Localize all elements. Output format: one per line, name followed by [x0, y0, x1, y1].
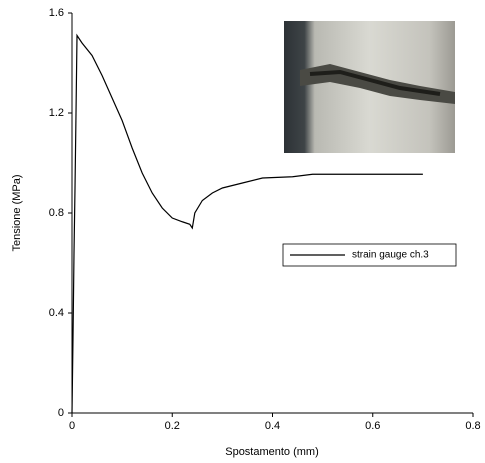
legend-label: strain gauge ch.3 — [352, 250, 429, 261]
data-line — [71, 33, 423, 414]
y-tick-label: 0 — [58, 407, 64, 419]
x-tick-label: 0.8 — [465, 420, 480, 432]
y-tick-label: 1.2 — [49, 107, 64, 119]
y-tick-label: 0.4 — [49, 307, 64, 319]
y-tick-label: 0.8 — [49, 207, 64, 219]
y-tick-label: 1.6 — [49, 7, 64, 19]
y-axis-label: Tensione (MPa) — [11, 174, 23, 251]
x-tick-label: 0.6 — [365, 420, 380, 432]
x-tick-label: 0.4 — [265, 420, 280, 432]
legend-box — [282, 243, 457, 267]
x-tick-label: 0.2 — [165, 420, 180, 432]
x-tick-label: 0 — [69, 420, 75, 432]
x-axis-label: Spostamento (mm) — [225, 446, 319, 458]
inset-photo — [284, 21, 455, 153]
